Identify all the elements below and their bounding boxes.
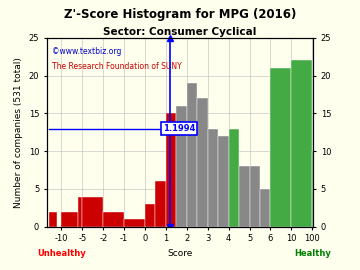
Text: 1.1994: 1.1994 <box>163 124 195 133</box>
Bar <box>249 166 260 227</box>
Bar <box>291 60 312 227</box>
Bar <box>239 166 249 227</box>
Bar <box>124 219 145 227</box>
Text: Z'-Score Histogram for MPG (2016): Z'-Score Histogram for MPG (2016) <box>64 8 296 21</box>
Text: Unhealthy: Unhealthy <box>37 248 86 258</box>
Bar <box>260 189 270 227</box>
Bar <box>103 212 124 227</box>
Text: Sector: Consumer Cyclical: Sector: Consumer Cyclical <box>103 27 257 37</box>
Bar <box>166 113 176 227</box>
Bar <box>78 197 82 227</box>
Bar <box>187 83 197 227</box>
Bar <box>270 68 291 227</box>
Y-axis label: Number of companies (531 total): Number of companies (531 total) <box>14 57 23 208</box>
Bar <box>176 106 187 227</box>
Bar <box>197 98 208 227</box>
X-axis label: Score: Score <box>167 249 193 258</box>
Text: Healthy: Healthy <box>294 248 331 258</box>
Bar <box>156 181 166 227</box>
Bar <box>229 129 239 227</box>
Bar <box>145 204 156 227</box>
Bar <box>208 129 218 227</box>
Bar <box>62 212 78 227</box>
Bar <box>49 212 57 227</box>
Bar <box>312 151 313 227</box>
Bar <box>82 197 103 227</box>
Text: ©www.textbiz.org: ©www.textbiz.org <box>52 47 122 56</box>
Text: The Research Foundation of SUNY: The Research Foundation of SUNY <box>52 62 182 71</box>
Bar <box>218 136 229 227</box>
